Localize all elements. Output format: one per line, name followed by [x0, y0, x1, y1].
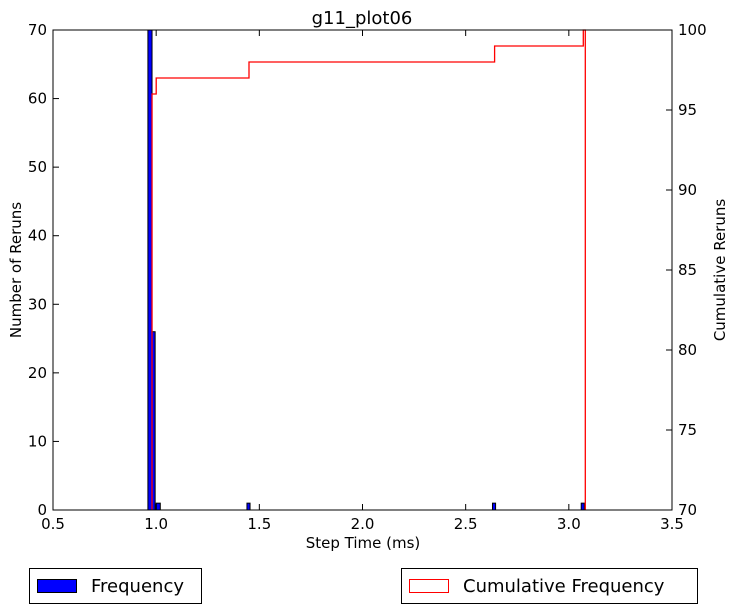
y-tick-label-left: 10 — [28, 432, 47, 450]
legend-frequency: Frequency — [29, 568, 202, 604]
y-tick-label-left: 20 — [28, 364, 47, 382]
cumulative-frequency-line — [151, 29, 586, 510]
legend-swatch-frequency — [37, 579, 77, 593]
x-tick-label: 3.0 — [557, 515, 581, 533]
frequency-bar — [491, 502, 497, 511]
y-tick-label-right: 95 — [678, 101, 697, 119]
frequency-bar — [246, 502, 251, 511]
x-tick-label: 2.5 — [454, 515, 478, 533]
y-tick-label-left: 40 — [28, 227, 47, 245]
x-tick-label: 2.0 — [351, 515, 375, 533]
y-tick-label-left: 30 — [28, 295, 47, 313]
y-axis-label-left: Number of Reruns — [7, 202, 25, 338]
y-tick-label-right: 80 — [678, 341, 697, 359]
legend-label-frequency: Frequency — [91, 575, 184, 597]
legend-swatch-cumulative — [409, 579, 449, 593]
y-tick-label-left: 60 — [28, 90, 47, 108]
y-tick-label-left: 70 — [28, 21, 47, 39]
x-tick-label: 1.5 — [247, 515, 271, 533]
legend-label-cumulative: Cumulative Frequency — [463, 575, 665, 597]
plot-frame — [52, 29, 673, 511]
y-tick-label-right: 70 — [678, 501, 697, 519]
frequency-bars — [147, 29, 585, 511]
y-tick-label-left: 50 — [28, 158, 47, 176]
y-tick-label-right: 85 — [678, 261, 697, 279]
frequency-bar — [155, 502, 161, 511]
legend-cumulative-frequency: Cumulative Frequency — [401, 568, 698, 604]
y-tick-label-right: 90 — [678, 181, 697, 199]
x-tick-label: 0.5 — [41, 515, 65, 533]
cumulative-line-layer — [151, 29, 586, 510]
x-tick-label: 3.5 — [660, 515, 684, 533]
chart-title: g11_plot06 — [312, 8, 413, 29]
x-axis-label: Step Time (ms) — [306, 534, 421, 552]
frequency-bar — [580, 502, 585, 511]
axes: 0.5 1.0 1.5 2.0 2.5 3.0 3.5 0 10 20 30 40 50 60 70 70 75… — [28, 21, 707, 533]
y-tick-label-right: 75 — [678, 421, 697, 439]
y-tick-label-right: 100 — [678, 21, 707, 39]
y-axis-label-right: Cumulative Reruns — [711, 199, 729, 342]
x-tick-label: 1.0 — [144, 515, 168, 533]
y-tick-label-left: 0 — [37, 501, 47, 519]
